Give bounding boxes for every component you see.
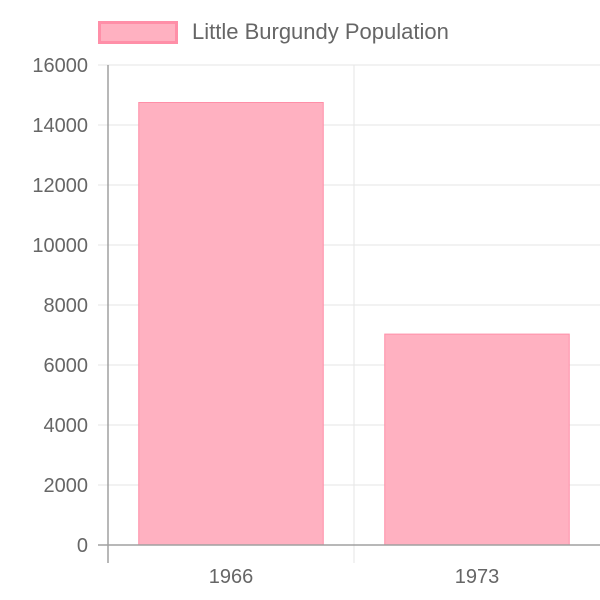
x-tick-label: 1966 <box>209 566 254 588</box>
y-tick-label: 6000 <box>44 355 89 377</box>
axis-layer <box>98 65 600 563</box>
legend-label: Little Burgundy Population <box>192 19 449 44</box>
y-tick-label: 0 <box>77 535 88 557</box>
y-tick-label: 12000 <box>32 175 88 197</box>
y-tick-label: 8000 <box>44 295 89 317</box>
legend-swatch <box>98 20 178 44</box>
bar-1966[interactable] <box>138 102 324 546</box>
y-tick-label: 4000 <box>44 415 89 437</box>
bar-layer <box>138 102 570 546</box>
x-axis-ticks: 1966 1973 <box>209 566 500 588</box>
y-tick-label: 10000 <box>32 235 88 257</box>
y-tick-label: 2000 <box>44 475 89 497</box>
y-tick-label: 14000 <box>32 115 88 137</box>
y-axis-ticks: 0 2000 4000 6000 8000 10000 12000 14000 16000 <box>32 55 88 557</box>
y-tick-label: 16000 <box>32 55 88 77</box>
x-tick-label: 1973 <box>455 566 500 588</box>
bar-1973[interactable] <box>384 333 570 546</box>
chart-legend[interactable]: Little Burgundy Population <box>98 16 449 48</box>
